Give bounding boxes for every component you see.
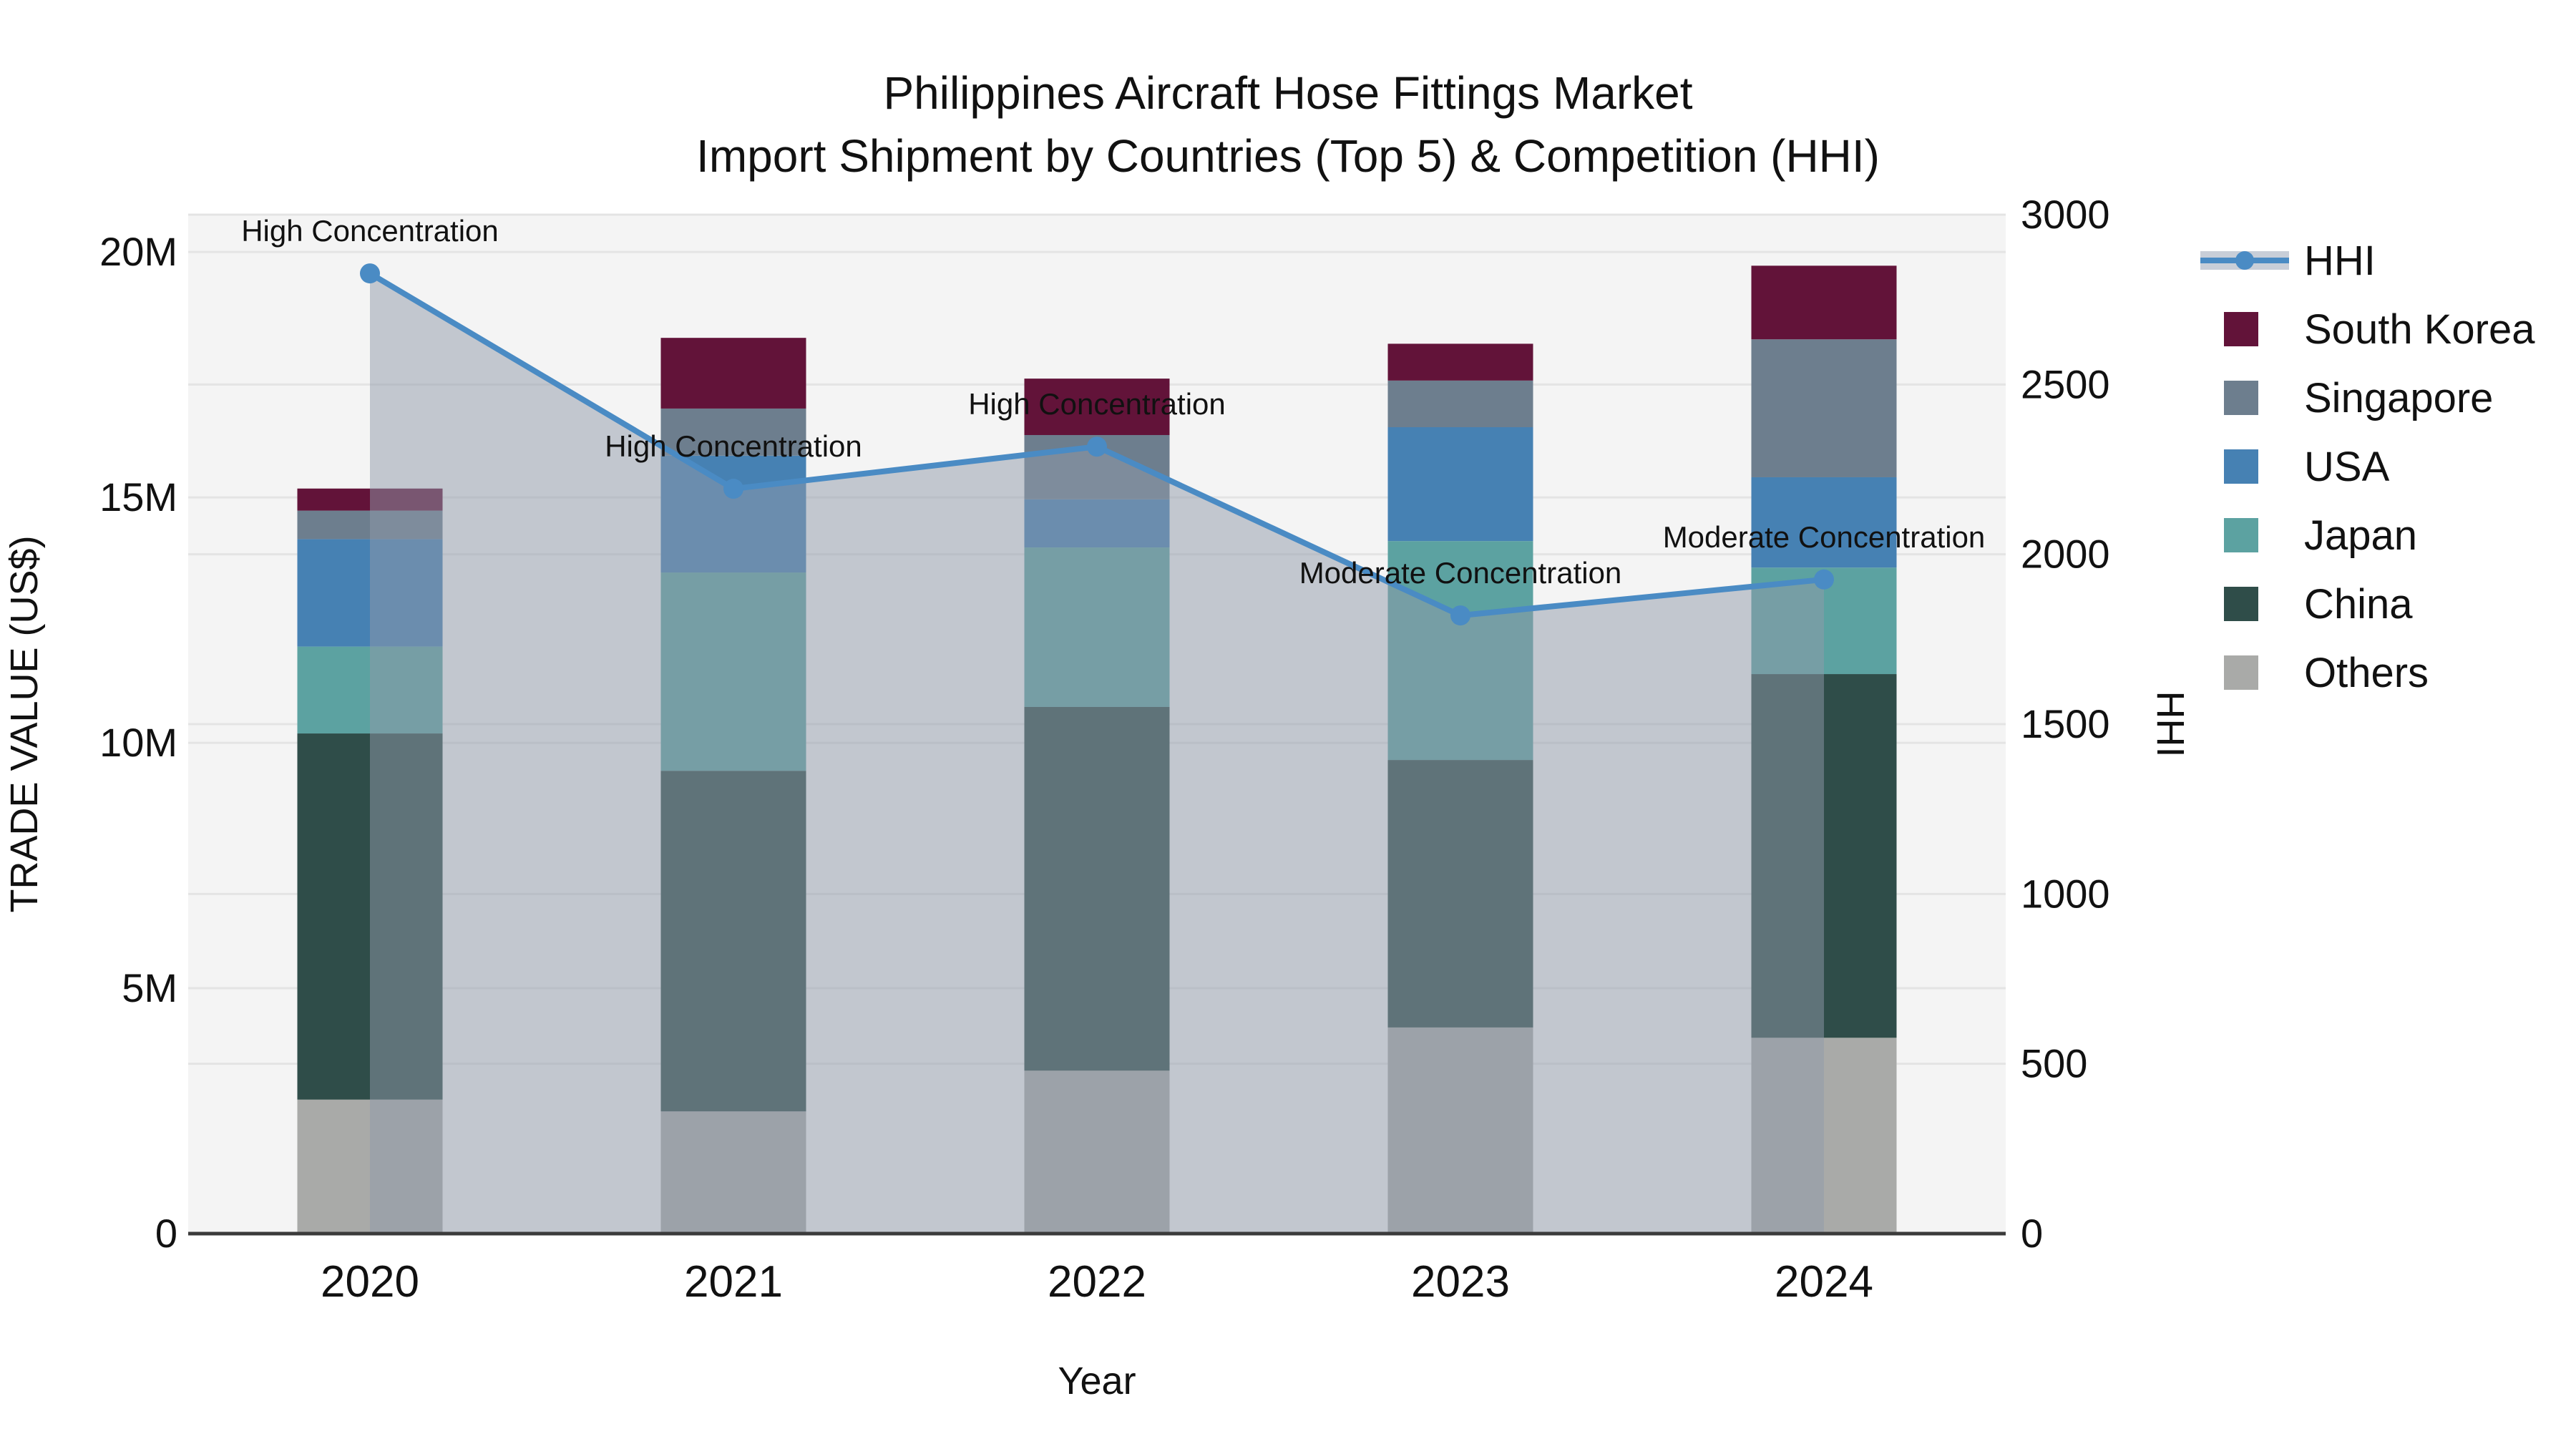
y-left-tick-10M: 10M <box>99 720 177 765</box>
legend-hhi-marker <box>2235 251 2254 270</box>
annotation-2021: High Concentration <box>605 429 862 463</box>
annotation-2022: High Concentration <box>968 387 1226 421</box>
annotation-layer: High Concentration High Concentration High… <box>241 214 1985 590</box>
bar-segment-usa-2024[interactable] <box>1751 477 1897 568</box>
y-left-axis-title: TRADE VALUE (US$) <box>3 535 46 912</box>
bar-segment-south-korea-2022[interactable] <box>1024 379 1170 435</box>
legend-item-south-korea[interactable]: South Korea <box>2224 306 2535 353</box>
y-left-tick-0: 0 <box>155 1211 177 1256</box>
legend-swatch-singapore <box>2224 381 2258 415</box>
y-right-tick-1500: 1500 <box>2021 701 2110 746</box>
axis-layer: 0 5M 10M 15M 20M 0 500 1000 1500 2000 2500 3000 2020… <box>99 192 2110 1307</box>
hhi-area-fill <box>370 273 1824 1234</box>
legend-swatch-south-korea <box>2224 312 2258 346</box>
x-tick-2021: 2021 <box>684 1257 783 1307</box>
bar-segment-singapore-2021[interactable] <box>660 408 806 456</box>
y-right-tick-0: 0 <box>2021 1211 2043 1256</box>
y-right-tick-3000: 3000 <box>2021 192 2110 237</box>
bar-segment-south-korea-2024[interactable] <box>1751 265 1897 340</box>
legend-label-hhi[interactable]: HHI <box>2304 238 2376 284</box>
legend-swatch-china <box>2224 587 2258 621</box>
hhi-marker-2024[interactable] <box>1814 569 1834 590</box>
legend-item-usa[interactable]: USA <box>2224 444 2390 490</box>
chart-title-line2: Import Shipment by Countries (Top 5) & C… <box>696 130 1880 182</box>
hhi-marker-2022[interactable] <box>1087 436 1107 457</box>
legend-item-japan[interactable]: Japan <box>2224 512 2417 559</box>
annotation-2024: Moderate Concentration <box>1663 520 1986 554</box>
hhi-marker-2021[interactable] <box>723 479 743 499</box>
bar-segment-singapore-2023[interactable] <box>1387 380 1533 428</box>
y-right-axis-title: HHI <box>2149 691 2192 758</box>
x-tick-2020: 2020 <box>321 1257 419 1307</box>
x-axis-title: Year <box>1058 1360 1136 1402</box>
legend-label-others[interactable]: Others <box>2304 650 2429 696</box>
legend-label-usa[interactable]: USA <box>2304 444 2390 490</box>
y-right-tick-500: 500 <box>2021 1041 2087 1086</box>
legend: HHI South Korea Singapore USA Japan China Othe… <box>2200 238 2535 696</box>
annotation-2020: High Concentration <box>241 214 499 248</box>
legend-item-hhi[interactable]: HHI <box>2200 238 2376 284</box>
y-right-tick-2000: 2000 <box>2021 532 2110 577</box>
legend-swatch-others <box>2224 655 2258 690</box>
hhi-marker-2023[interactable] <box>1450 605 1470 626</box>
legend-item-others[interactable]: Others <box>2224 650 2429 696</box>
bar-segment-usa-2023[interactable] <box>1387 427 1533 542</box>
bar-segment-south-korea-2023[interactable] <box>1387 343 1533 381</box>
area-fill-layer <box>370 273 1824 1234</box>
legend-label-south-korea[interactable]: South Korea <box>2304 306 2535 353</box>
bar-segment-singapore-2024[interactable] <box>1751 339 1897 477</box>
y-left-tick-5M: 5M <box>122 965 177 1010</box>
hhi-line-layer <box>360 263 1834 626</box>
legend-label-japan[interactable]: Japan <box>2304 512 2417 559</box>
hhi-marker-2020[interactable] <box>360 263 380 284</box>
x-tick-2022: 2022 <box>1048 1257 1146 1307</box>
x-tick-2023: 2023 <box>1411 1257 1510 1307</box>
legend-label-singapore[interactable]: Singapore <box>2304 375 2493 421</box>
x-tick-2024: 2024 <box>1775 1257 1873 1307</box>
legend-swatch-usa <box>2224 449 2258 484</box>
legend-item-china[interactable]: China <box>2224 581 2413 628</box>
chart-title-line1: Philippines Aircraft Hose Fittings Marke… <box>883 67 1692 119</box>
annotation-2023: Moderate Concentration <box>1299 556 1622 590</box>
legend-swatch-japan <box>2224 518 2258 552</box>
y-left-tick-20M: 20M <box>99 229 177 274</box>
legend-item-singapore[interactable]: Singapore <box>2224 375 2493 421</box>
y-right-tick-2500: 2500 <box>2021 361 2110 406</box>
bar-segment-south-korea-2021[interactable] <box>660 338 806 409</box>
y-right-tick-1000: 1000 <box>2021 871 2110 916</box>
y-left-tick-15M: 15M <box>99 474 177 519</box>
legend-label-china[interactable]: China <box>2304 581 2413 628</box>
